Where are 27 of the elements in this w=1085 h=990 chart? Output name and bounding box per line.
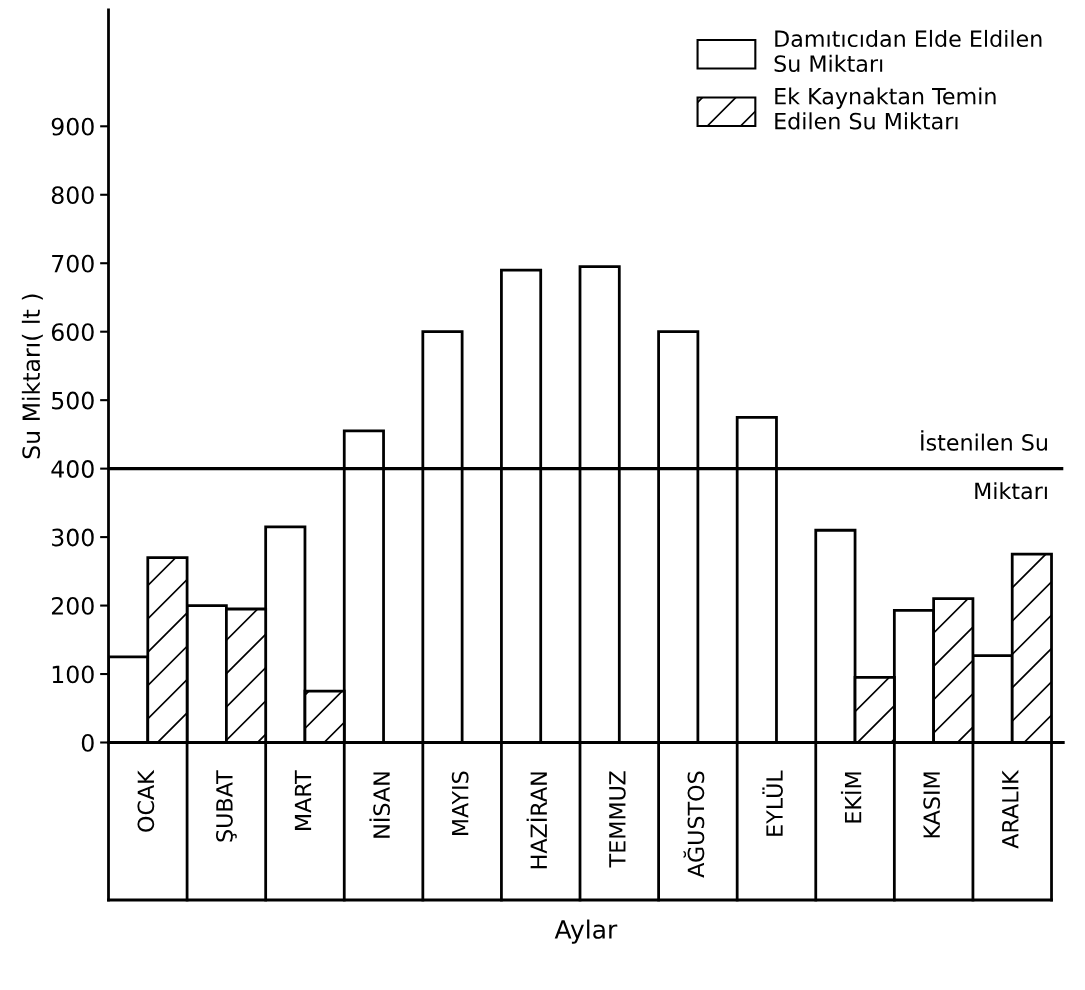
y-tick-label: 300	[52, 528, 94, 547]
x-tick-label: EYLÜL	[762, 770, 783, 836]
x-tick-label: TEMMUZ	[609, 771, 626, 868]
y-tick-label: 800	[51, 186, 94, 205]
legend-label: Damıtıcıdan Elde Eldilen Su Miktarı	[774, 29, 1042, 72]
x-tick-label: OCAK	[137, 769, 155, 832]
x-tick-label: MART	[294, 770, 312, 830]
legend-label: Ek Kaynaktan Temin Edilen Su Miktarı	[775, 87, 996, 130]
y-tick-label: 900	[51, 117, 94, 136]
text: İstenilen Su Miktarı	[921, 430, 1047, 500]
x-tick-label: ŞUBAT	[216, 770, 237, 842]
x-tick-label: MAYIS	[451, 771, 469, 835]
y-tick-label: 200	[51, 597, 94, 615]
x-tick-label: KASIM	[923, 772, 941, 838]
y-axis-title: Su Miktarı( lt )	[21, 294, 43, 459]
x-tick-label: EKİM	[840, 772, 862, 823]
y-tick-label: 100	[52, 665, 94, 684]
y-tick-label: 400	[51, 460, 94, 478]
x-tick-label: HAZİRAN	[526, 772, 547, 869]
y-tick-label: 700	[52, 254, 94, 273]
x-tick-label: AĞUSTOS	[683, 771, 705, 878]
y-tick-label: 500	[52, 391, 94, 410]
y-tick-label: 0	[81, 733, 94, 752]
x-axis-title: Aylar	[554, 919, 618, 944]
x-tick-label: NİSAN	[369, 772, 390, 838]
x-tick-label: ARALIK	[1002, 769, 1019, 849]
y-tick-label: 600	[51, 323, 94, 341]
